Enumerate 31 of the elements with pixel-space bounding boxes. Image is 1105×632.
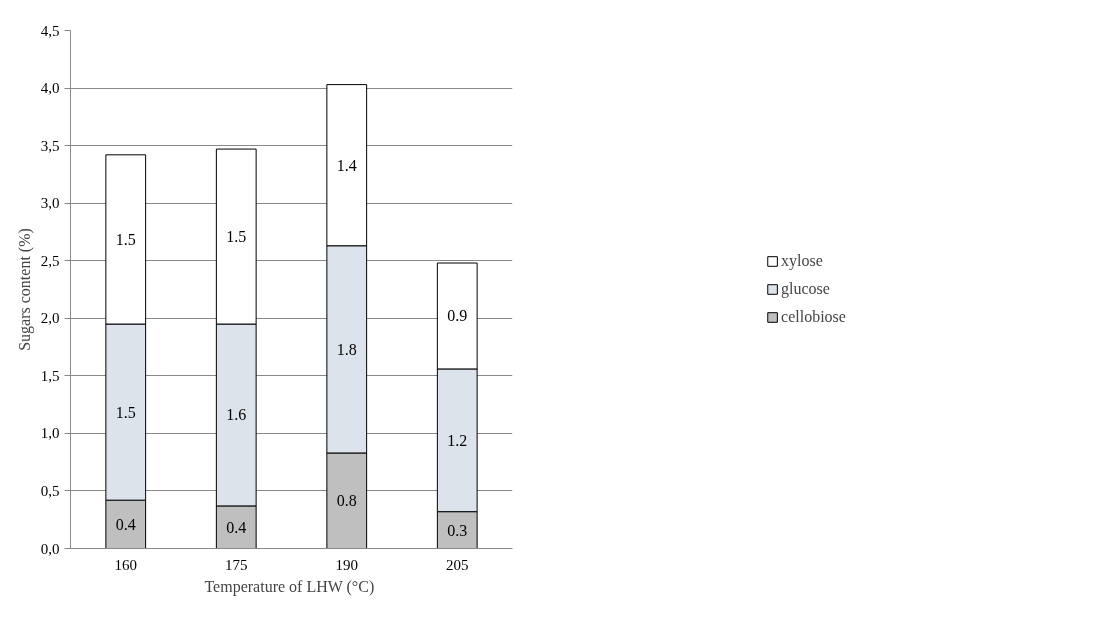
y-tick-label: 1,0 xyxy=(40,425,60,442)
data-label: 0.4 xyxy=(115,515,136,533)
data-label: 1.5 xyxy=(115,403,136,421)
data-label: 1.5 xyxy=(226,228,247,246)
data-label: 1.6 xyxy=(226,406,247,424)
y-tick-label: 3,0 xyxy=(40,195,60,212)
y-tick-label: 1,5 xyxy=(40,367,60,384)
data-label: 0.3 xyxy=(447,521,468,539)
data-label: 0.8 xyxy=(336,492,357,510)
y-tick-label: 2,0 xyxy=(40,310,60,327)
y-tick-label: 2,5 xyxy=(40,252,60,269)
data-label: 1.4 xyxy=(336,156,357,174)
data-label: 1.2 xyxy=(447,431,468,449)
y-tick-label: 0,0 xyxy=(40,540,60,557)
legend-label: xylose xyxy=(781,252,823,270)
x-tick-label: 190 xyxy=(335,556,358,573)
y-tick-label: 0,5 xyxy=(40,482,60,499)
x-tick-label: 175 xyxy=(225,556,248,573)
data-label: 0.9 xyxy=(447,307,468,325)
data-label: 0.4 xyxy=(226,518,247,536)
y-axis-title: Sugars content (%) xyxy=(15,228,34,351)
legend-label: glucose xyxy=(781,280,830,298)
legend-label: cellobiose xyxy=(781,308,846,326)
x-tick-label: 205 xyxy=(446,556,469,573)
data-label: 1.8 xyxy=(336,340,357,358)
x-axis-title: Temperature of LHW (°C) xyxy=(204,577,375,596)
data-label: 1.5 xyxy=(115,230,136,248)
y-tick-label: 4,5 xyxy=(40,22,60,39)
y-tick-label: 4,0 xyxy=(40,80,60,97)
y-tick-label: 3,5 xyxy=(40,137,60,154)
x-tick-label: 160 xyxy=(114,556,137,573)
